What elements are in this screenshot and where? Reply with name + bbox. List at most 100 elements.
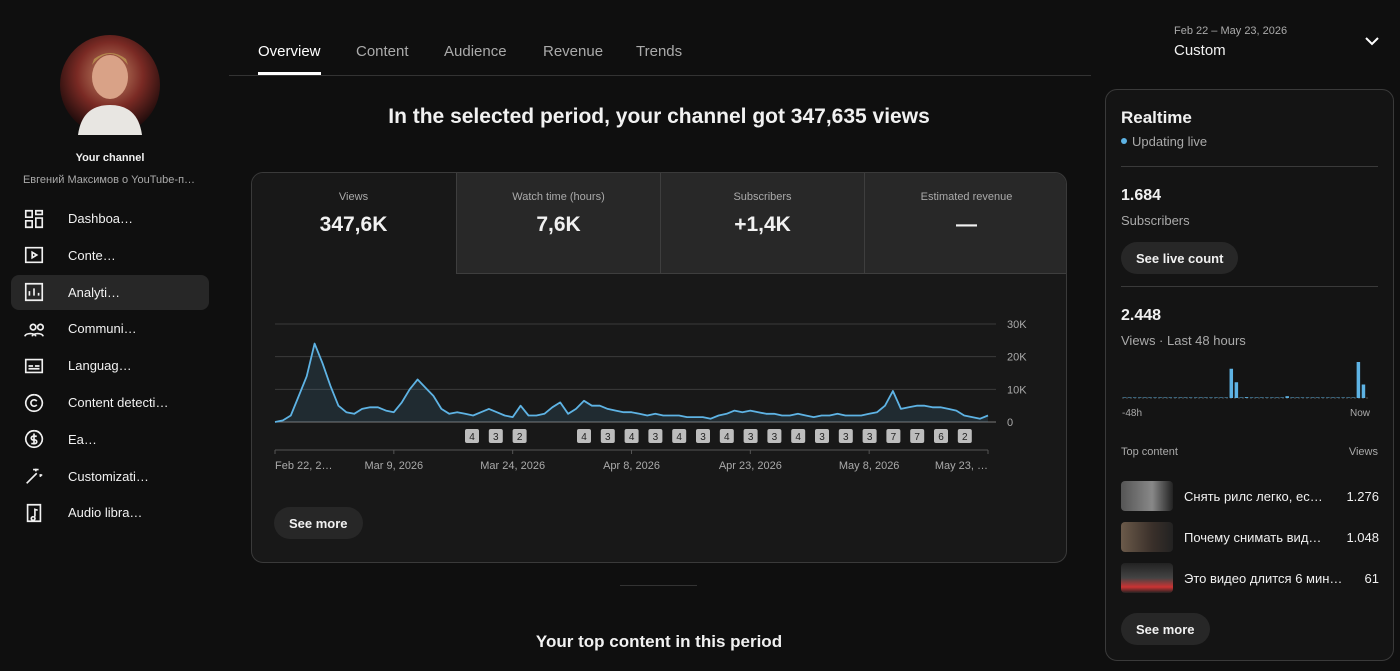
nav-item[interactable]: Dashboa… [11,201,209,236]
separator [1121,286,1378,287]
video-title: Это видео длится 6 мин… [1184,571,1343,586]
nav-item[interactable]: Conte… [11,238,209,273]
x-tick-label: -48h [1122,408,1142,419]
upload-marker[interactable] [600,429,615,443]
nav-item[interactable]: Ea… [11,422,209,457]
nav-icon [25,430,44,449]
upload-marker-label: 4 [581,432,587,443]
bar [1158,397,1162,398]
upload-marker[interactable] [838,429,853,443]
tab[interactable]: Content [356,43,409,60]
upload-marker[interactable] [886,429,901,443]
nav-label: Languag… [68,358,132,374]
nav-label: Conte… [68,247,116,263]
upload-marker[interactable] [910,429,925,443]
upload-marker[interactable] [767,429,782,443]
upload-marker[interactable] [696,429,710,443]
top-content-label: Top content [1121,446,1178,458]
y-tick-label: 0 [1007,417,1013,429]
nav-item[interactable]: Languag… [11,348,209,383]
nav-icon [26,503,42,522]
channel-label: Your channel [75,152,145,164]
nav-item[interactable]: Customizati… [11,459,209,494]
nav-icon [24,283,44,302]
metric-tab[interactable]: Watch time (hours) 7,6K [456,173,660,274]
metric-tab[interactable]: Subscribers +1,4K [660,173,864,274]
live-count-button[interactable]: See live count [1121,242,1239,274]
upload-marker[interactable] [648,429,663,443]
upload-marker[interactable] [624,429,639,443]
upload-marker[interactable] [743,429,758,443]
bar [1234,382,1239,398]
upload-marker[interactable] [791,429,806,443]
icon-shape [26,468,43,485]
upload-marker[interactable] [672,429,687,443]
bar [1229,368,1234,398]
headline: In the selected period, your channel got… [388,105,930,128]
tab[interactable]: Revenue [543,43,604,60]
video-title: Почему снимать вид… [1184,530,1322,545]
bar [1260,397,1264,398]
upload-marker[interactable] [488,429,503,443]
metric-tab[interactable]: Estimated revenue — [864,173,1066,274]
icon-shape [24,247,44,264]
nav-item[interactable]: Content detecti… [11,385,209,420]
tab[interactable]: Audience [444,43,507,60]
date-picker[interactable]: Feb 22 – May 23, 2026 Custom [1174,22,1384,66]
top-content-item[interactable]: Почему снимать вид… 1.048 [1121,522,1379,554]
see-more-button[interactable]: See more [1121,613,1210,645]
realtime-title: Realtime [1121,108,1192,127]
bar [1326,397,1330,398]
views-column: Views [1348,446,1378,458]
tab[interactable]: Trends [636,43,683,60]
x-tick-label: Mar 9, 2026 [364,460,423,472]
thumbnail [1121,481,1173,511]
upload-marker[interactable] [862,429,877,443]
nav-icon [24,247,44,264]
upload-marker-label: 3 [843,432,849,443]
top-content-item[interactable]: Это видео длится 6 мин… 61 [1121,563,1379,595]
top-content-item[interactable]: Снять рилс легко, ес… 1.276 [1121,481,1379,513]
metric-value: +1,4K [734,213,791,236]
nav-item[interactable]: Analyti… [11,274,209,310]
bar [1321,397,1325,398]
nav-item[interactable]: Audio libra… [11,495,209,530]
nav-icon [26,468,43,485]
metric-value: — [956,213,977,236]
bar [1214,397,1218,398]
separator [1121,166,1378,167]
upload-marker[interactable] [465,429,479,443]
upload-marker[interactable] [957,429,972,443]
icon-shape [26,503,42,522]
upload-marker[interactable] [815,429,829,443]
divider [620,585,697,586]
upload-marker-label: 6 [938,432,944,443]
upload-marker-label: 4 [676,432,682,443]
x-tick-label: Mar 24, 2026 [480,460,545,472]
thumbnail [1121,522,1173,552]
upload-marker[interactable] [512,429,527,443]
upload-marker[interactable] [719,429,734,443]
chevron [1365,37,1379,46]
bar [1143,397,1147,398]
see-more-button[interactable]: See more [274,507,363,539]
tab[interactable]: Overview [258,43,321,60]
icon-shape [25,430,44,449]
upload-marker-label: 3 [748,432,754,443]
video-title: Снять рилс легко, ес… [1184,489,1323,504]
live-dot [1121,138,1127,144]
upload-marker-label: 4 [795,432,801,443]
nav-label: Content detecti… [68,395,169,410]
upload-marker[interactable] [934,429,948,443]
bar [1244,397,1249,398]
bar [1300,397,1305,398]
metric-tab[interactable]: Views 347,6K [252,173,455,273]
nav-item[interactable]: Communi… [11,311,209,346]
bar [1224,397,1228,398]
bar [1315,397,1320,398]
upload-marker[interactable] [577,429,591,443]
avatar[interactable] [60,35,160,135]
bar [1346,397,1350,398]
bar [1173,397,1178,398]
bar [1127,397,1132,398]
